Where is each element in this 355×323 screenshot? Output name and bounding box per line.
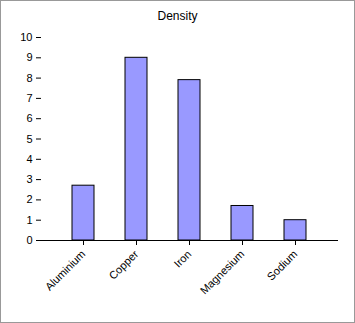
svg-text:2: 2 bbox=[26, 193, 32, 205]
svg-text:3: 3 bbox=[26, 173, 32, 185]
svg-text:1: 1 bbox=[26, 214, 32, 226]
svg-text:5: 5 bbox=[26, 133, 32, 145]
html-text:Density: Density bbox=[157, 9, 198, 23]
svg-text:Aluminium: Aluminium bbox=[43, 248, 88, 293]
svg-text:7: 7 bbox=[26, 92, 32, 104]
svg-text:9: 9 bbox=[26, 51, 32, 63]
svg-text:Copper: Copper bbox=[106, 248, 140, 282]
svg-text:10: 10 bbox=[20, 31, 32, 43]
svg-text:8: 8 bbox=[26, 72, 32, 84]
svg-text:Magnesium: Magnesium bbox=[198, 248, 247, 297]
svg-text:0: 0 bbox=[26, 234, 32, 246]
svg-text:Sodium: Sodium bbox=[265, 248, 300, 283]
svg-text:6: 6 bbox=[26, 112, 32, 124]
svg-text:4: 4 bbox=[26, 153, 32, 165]
svg-text:Iron: Iron bbox=[172, 248, 194, 270]
